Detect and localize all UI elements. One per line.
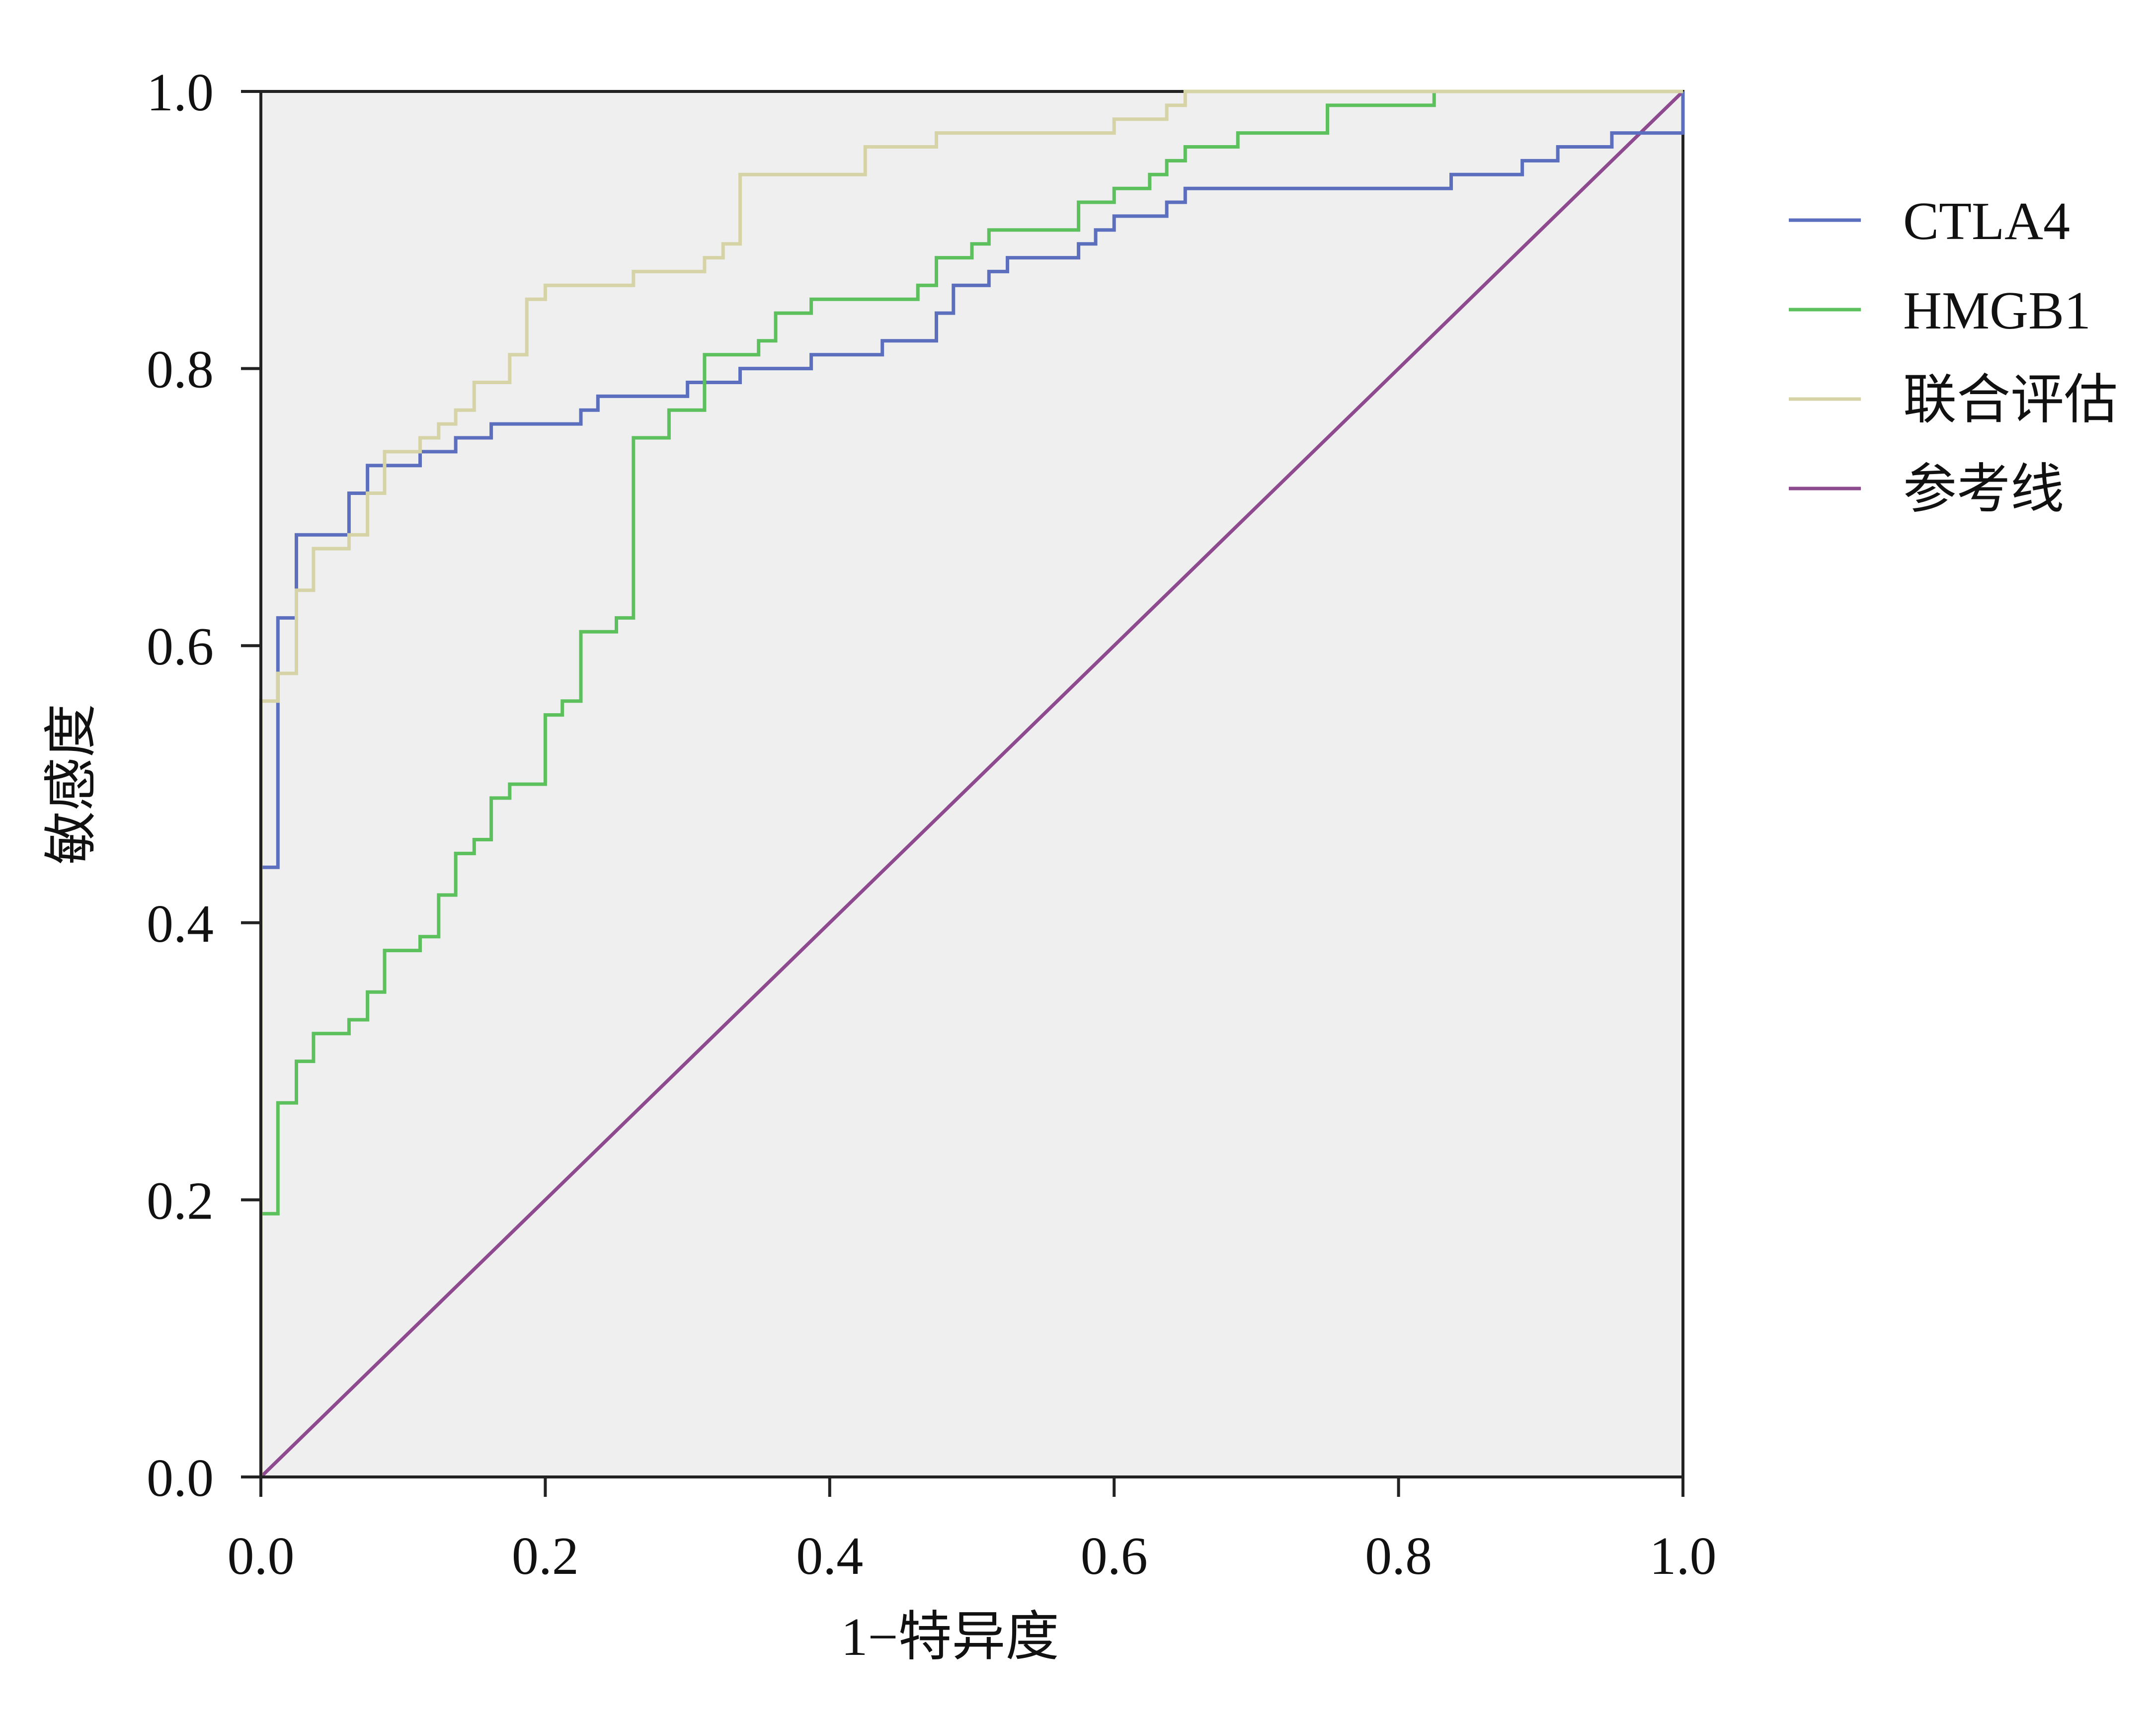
x-tick-label: 1.0 [1650,1527,1717,1586]
tick-layer: 0.0 0.2 0.4 0.6 0.8 1.0 0.0 0.2 0.4 0.6 0.8 1.0 [147,63,1717,1586]
legend-item: CTLA4 [1789,192,2070,251]
x-tick-label: 0.8 [1365,1527,1432,1586]
legend-label: CTLA4 [1903,192,2070,251]
y-tick-label: 0.0 [147,1449,214,1508]
y-tick-label: 0.6 [147,617,214,676]
legend-item: 联合评估 [1789,371,2118,430]
series-line-4 [259,90,1684,1478]
y-axis-title: 敏感度 [42,704,101,865]
x-tick-label: 0.0 [228,1527,295,1586]
x-tick-label: 0.4 [796,1527,863,1586]
series-line-1 [259,91,1685,1477]
y-tick-label: 0.2 [147,1171,214,1230]
x-tick-label: 0.6 [1081,1527,1148,1586]
series-layer [259,89,1685,1478]
x-axis-title: 1−特异度 [841,1608,1059,1667]
legend-item: HMGB1 [1789,281,2091,340]
y-tick-label: 0.8 [147,340,214,400]
legend-label: 参考线 [1903,460,2064,519]
y-tick-label: 0.4 [147,895,214,954]
x-tick-label: 0.2 [512,1527,579,1586]
series-line-2 [259,89,1683,1477]
y-tick-label: 1.0 [147,63,214,122]
legend-item: 参考线 [1789,460,2064,519]
legend-label: HMGB1 [1903,281,2091,340]
series-line-3 [259,89,1683,1477]
legend-label: 联合评估 [1903,371,2118,430]
